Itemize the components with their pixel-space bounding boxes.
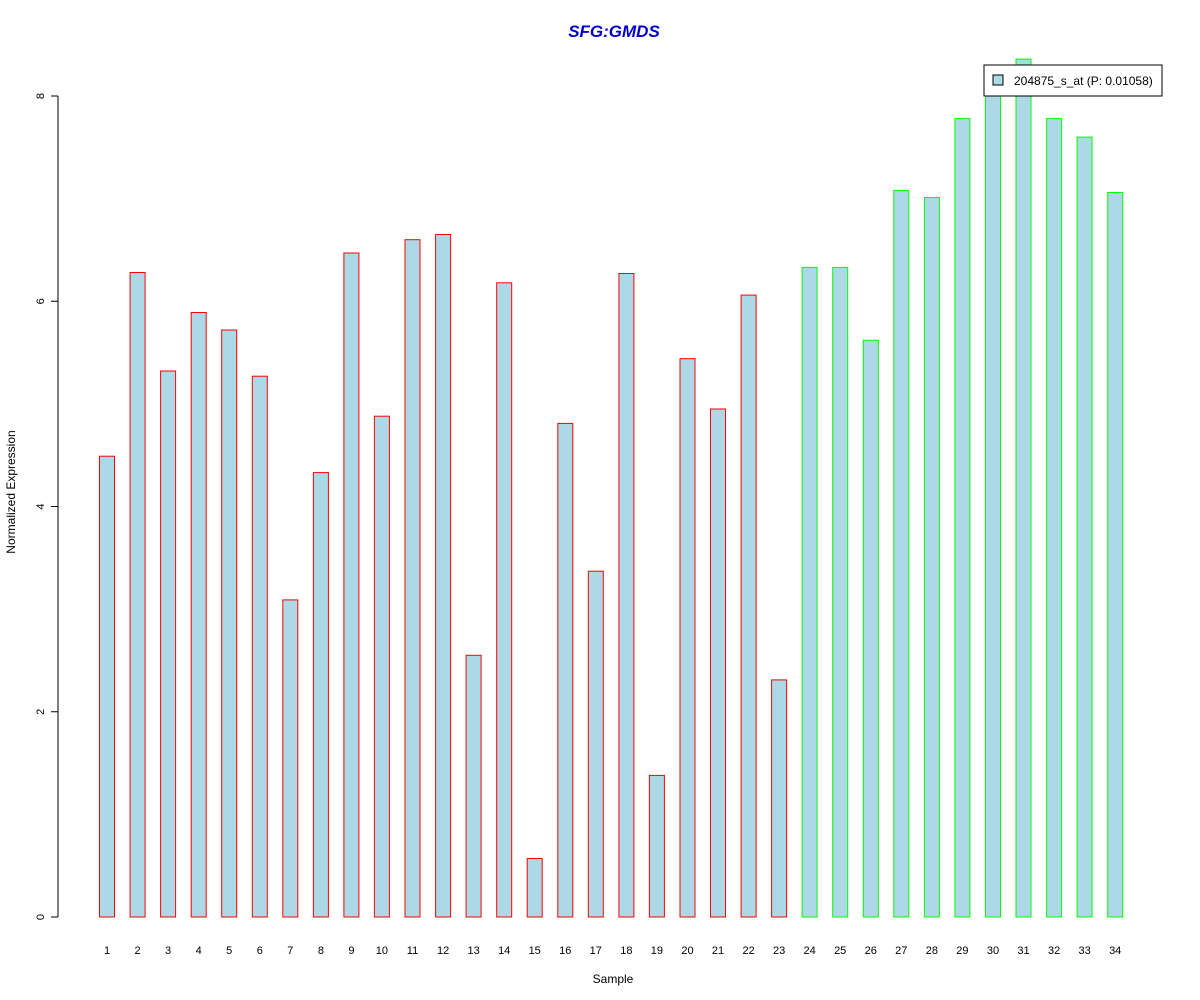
bar-sample-2: [129, 272, 146, 918]
y-tick-label: 6: [35, 298, 47, 304]
x-tick-label: 10: [376, 945, 388, 957]
bar-sample-29: [954, 118, 971, 918]
bar-sample-1: [99, 455, 115, 918]
x-tick-label: 23: [773, 945, 785, 957]
x-tick-label: 13: [467, 945, 479, 957]
x-tick-label: 19: [651, 945, 663, 957]
x-tick-labels: 1 2 3 4 5 6 7 8 9 10 11 12 13 14 15 16 17 18 19 20 21 22 23 24 2…: [104, 945, 1121, 957]
x-tick-label: 5: [226, 945, 232, 957]
bar-sample-30: [985, 88, 1001, 918]
x-tick-label: 7: [287, 945, 293, 957]
x-tick-label: 11: [407, 945, 418, 957]
x-tick-label: 9: [348, 945, 354, 957]
bar-sample-17: [587, 570, 604, 918]
bar-sample-33: [1076, 136, 1093, 918]
x-tick-label: 20: [681, 945, 693, 957]
bars-layer: [99, 58, 1124, 918]
bar-sample-26: [862, 339, 879, 918]
bar-sample-9: [343, 252, 360, 918]
bar-sample-14: [496, 282, 513, 918]
bar-sample-12: [435, 234, 452, 918]
bar-sample-13: [465, 654, 482, 918]
bar-sample-5: [221, 329, 238, 918]
bar-sample-15: [526, 858, 543, 918]
bar-sample-6: [251, 375, 268, 918]
x-tick-label: 34: [1109, 945, 1121, 957]
y-tick-label: 2: [35, 709, 47, 715]
bar-sample-4: [190, 312, 207, 918]
bar-sample-3: [160, 370, 177, 918]
bar-sample-31: [1015, 58, 1032, 918]
bar-sample-23: [771, 679, 788, 918]
y-axis-label: Normalized Expression: [4, 430, 18, 553]
x-tick-label: 26: [865, 945, 877, 957]
bar-sample-28: [923, 197, 940, 918]
bar-sample-27: [893, 189, 910, 918]
x-tick-label: 16: [559, 945, 571, 957]
legend-box: [983, 64, 1163, 97]
y-axis: 0 2 4 6 8: [35, 93, 59, 920]
x-tick-label: 8: [318, 945, 324, 957]
x-tick-label: 28: [926, 945, 938, 957]
x-tick-label: 12: [437, 945, 449, 957]
x-tick-label: 14: [498, 945, 510, 957]
x-tick-label: 32: [1048, 945, 1060, 957]
bar-sample-21: [710, 408, 726, 918]
bar-sample-34: [1107, 192, 1124, 918]
bar-sample-32: [1046, 118, 1063, 918]
bar-sample-19: [648, 774, 665, 918]
x-tick-label: 31: [1017, 945, 1029, 957]
bar-sample-8: [312, 472, 329, 918]
bar-sample-16: [557, 422, 574, 918]
legend: 204875_s_at (P: 0.01058): [983, 64, 1163, 97]
y-tick-label: 8: [35, 93, 47, 99]
x-tick-label: 15: [529, 945, 541, 957]
chart-title: SFG:GMDS: [568, 22, 660, 41]
x-tick-label: 17: [590, 945, 602, 957]
x-tick-label: 6: [257, 945, 263, 957]
x-tick-label: 4: [196, 945, 202, 957]
y-tick-label: 0: [35, 914, 47, 920]
bar-sample-7: [282, 599, 299, 918]
x-tick-label: 29: [956, 945, 968, 957]
bar-sample-22: [740, 294, 757, 918]
x-tick-label: 18: [620, 945, 632, 957]
x-tick-label: 21: [712, 945, 724, 957]
x-tick-label: 22: [742, 945, 754, 957]
bar-sample-24: [801, 266, 818, 918]
bar-sample-25: [832, 266, 849, 918]
legend-swatch: [992, 74, 1004, 86]
x-tick-label: 33: [1078, 945, 1090, 957]
x-tick-label: 24: [803, 945, 815, 957]
x-tick-label: 3: [165, 945, 171, 957]
bar-sample-10: [373, 415, 390, 918]
x-axis-label: Sample: [593, 972, 634, 986]
x-tick-label: 30: [987, 945, 999, 957]
y-tick-label: 4: [35, 503, 47, 509]
bar-sample-20: [679, 358, 696, 918]
x-tick-label: 25: [834, 945, 846, 957]
x-tick-label: 2: [135, 945, 141, 957]
legend-label: 204875_s_at (P: 0.01058): [1014, 74, 1153, 88]
x-tick-label: 1: [104, 945, 110, 957]
x-tick-label: 27: [895, 945, 907, 957]
bar-sample-18: [618, 273, 635, 918]
bar-sample-11: [404, 239, 421, 918]
